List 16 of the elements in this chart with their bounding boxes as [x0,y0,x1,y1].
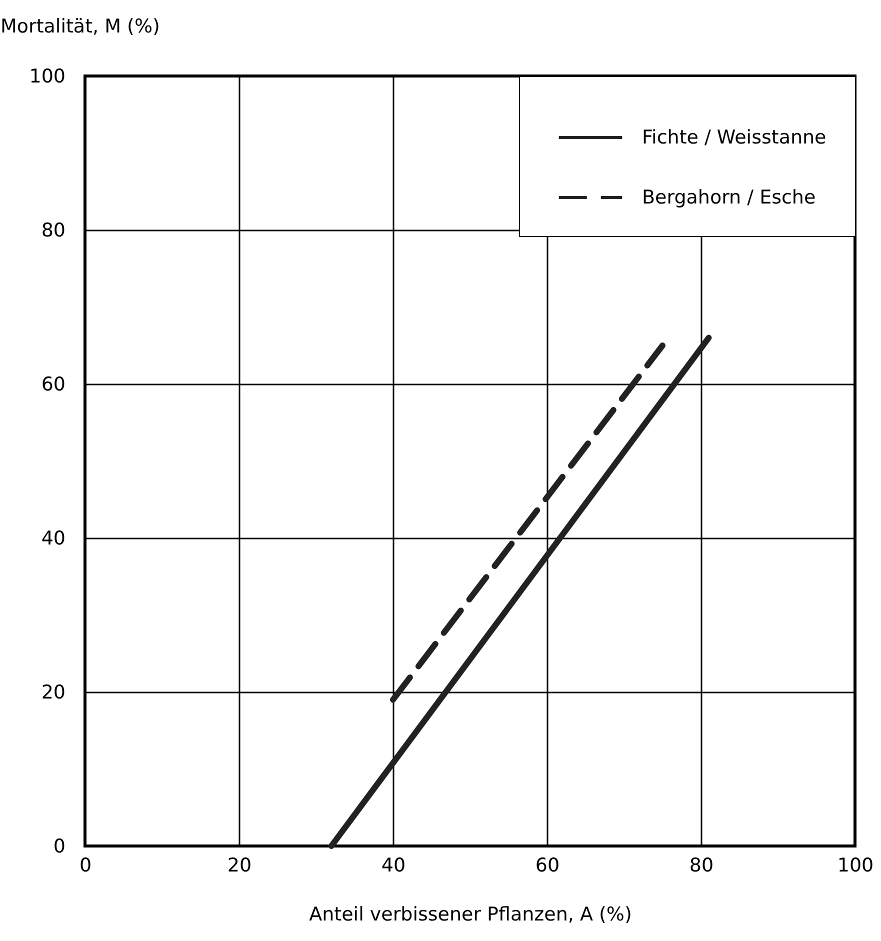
y-tick-label: 100 [29,66,66,88]
x-tick-label: 40 [381,854,406,876]
x-axis-title: Anteil verbissener Pflanzen, A (%) [309,904,632,926]
x-tick-label: 0 [79,854,92,876]
y-axis-title: Mortalität, M (%) [0,16,160,38]
legend-label: Bergahorn / Esche [642,186,816,208]
x-tick-label: 60 [535,854,560,876]
y-tick-label: 80 [41,220,66,242]
x-tick-label: 100 [837,854,874,876]
y-tick-label: 0 [53,836,66,858]
legend-label: Fichte / Weisstanne [642,126,826,148]
y-tick-label: 40 [41,528,66,550]
y-tick-label: 60 [41,374,66,396]
y-tick-label: 20 [41,682,66,704]
x-tick-label: 20 [227,854,252,876]
x-tick-label: 80 [689,854,714,876]
